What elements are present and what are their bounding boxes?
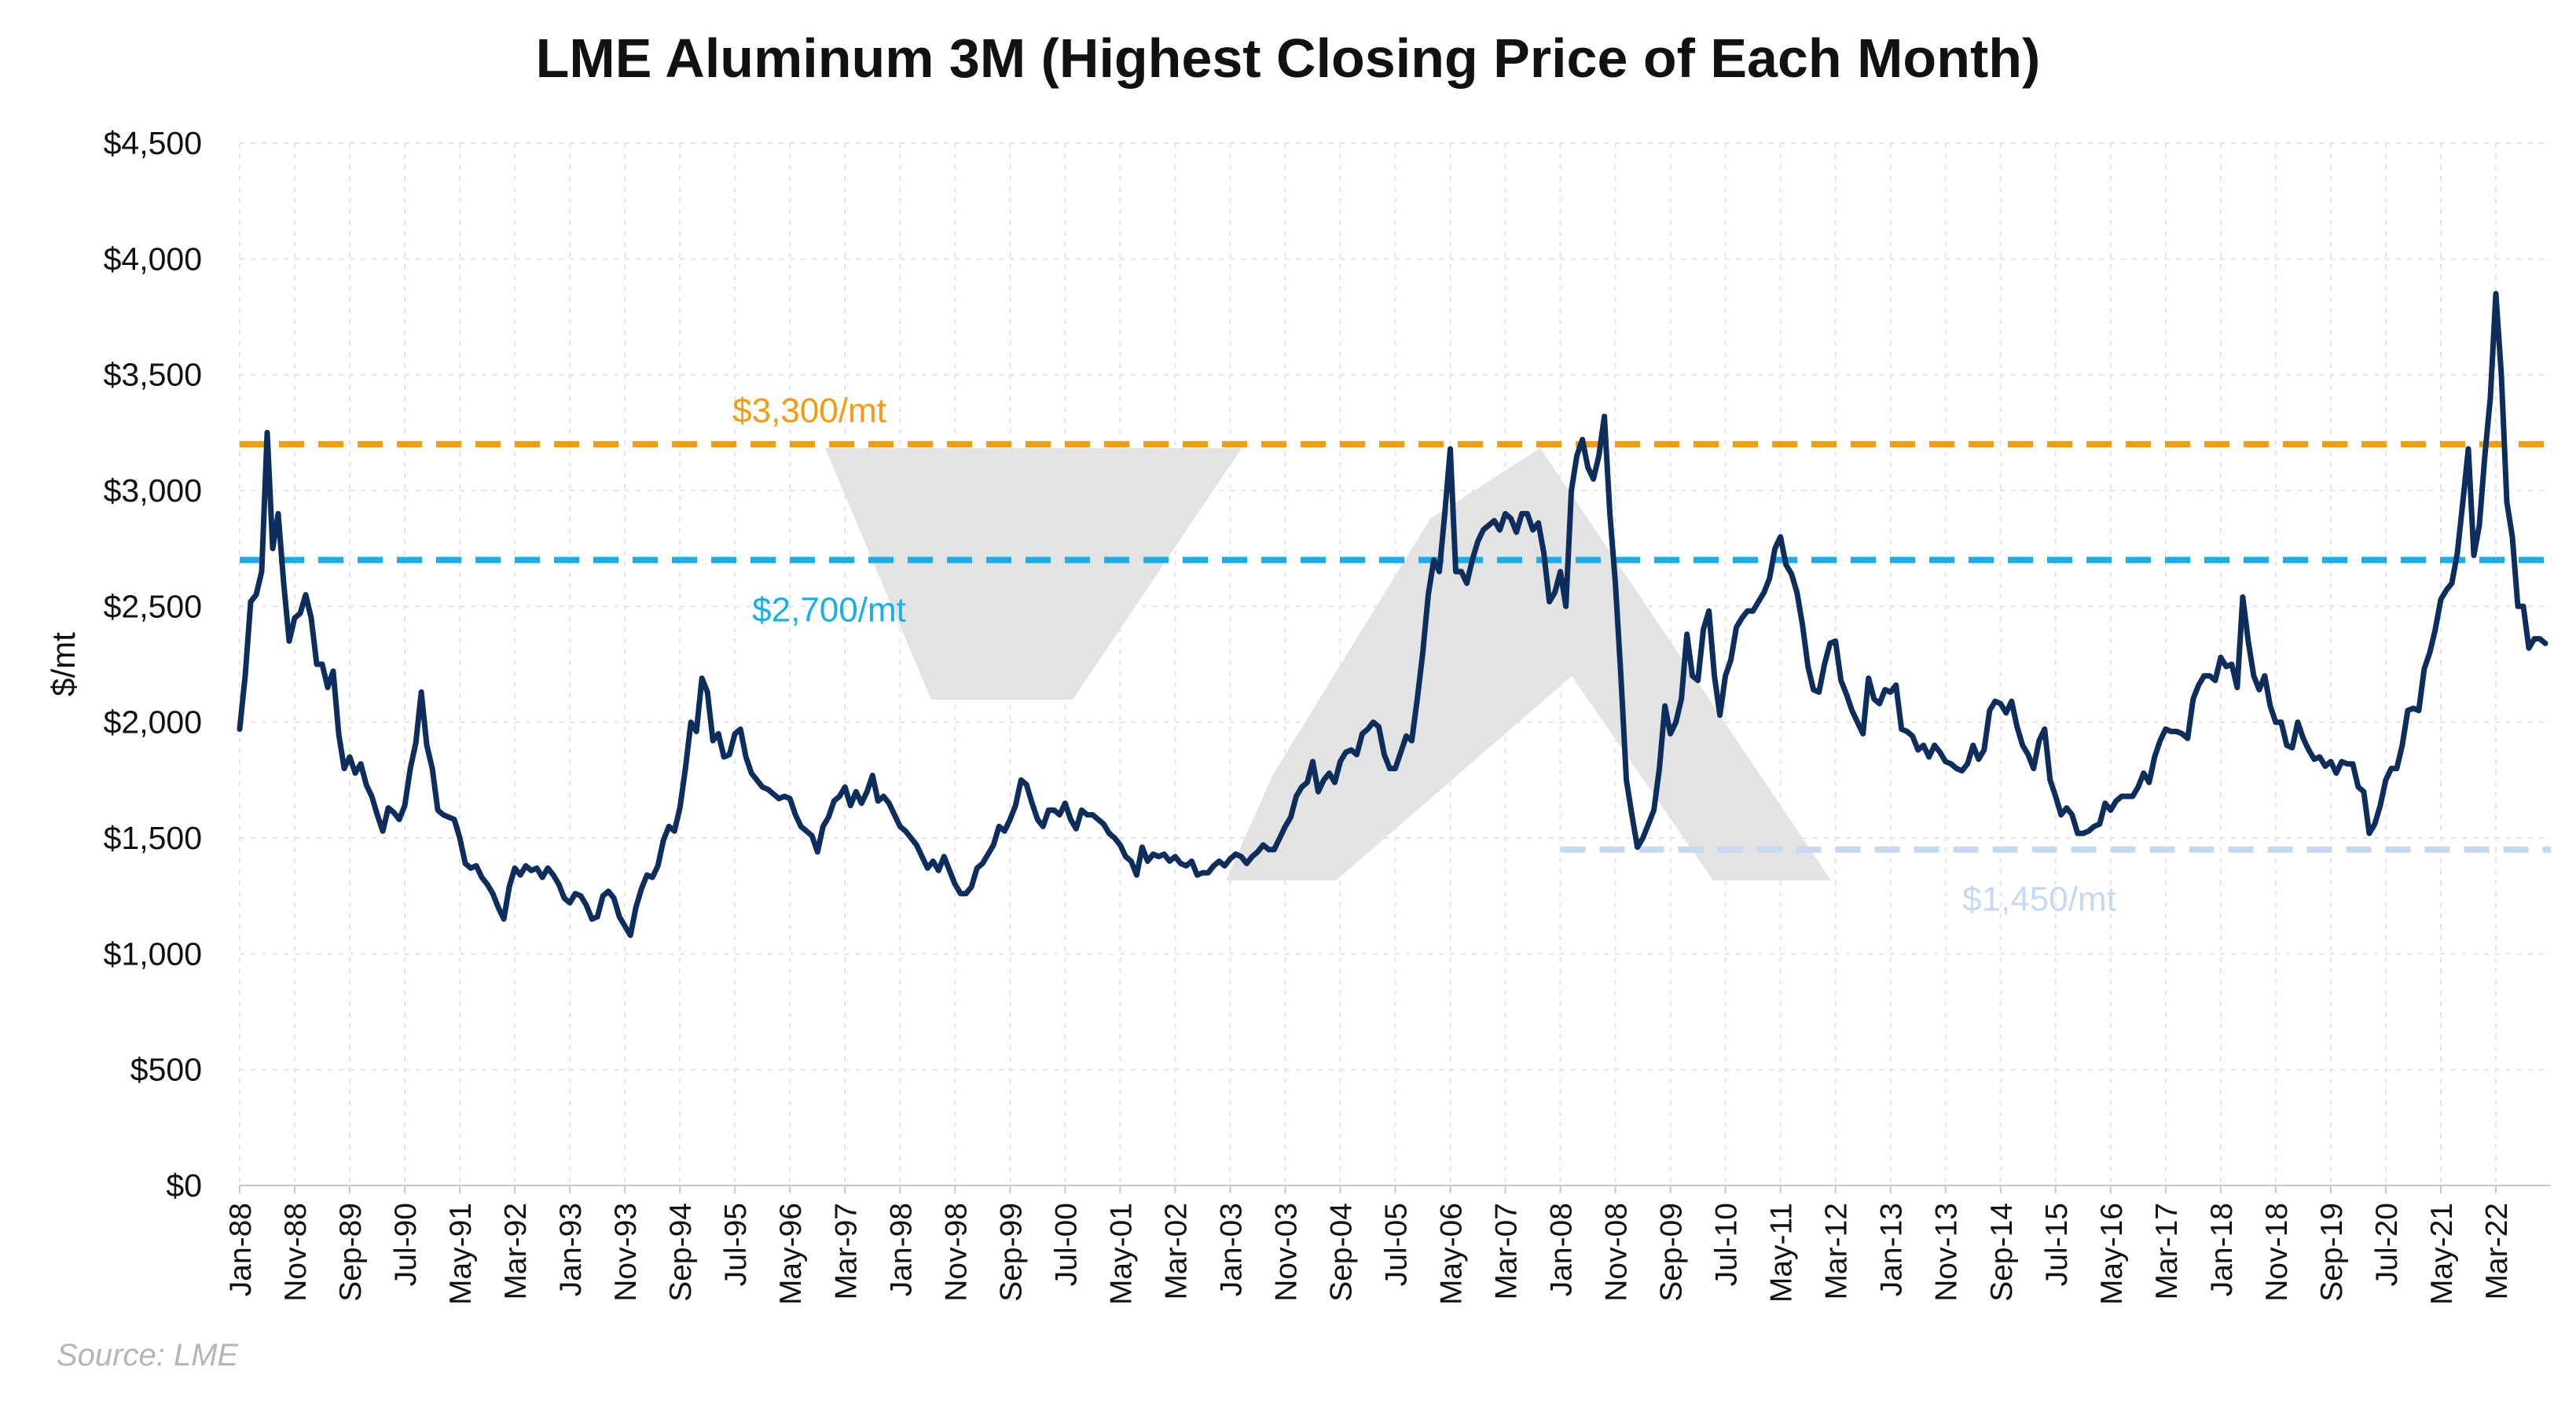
x-tick-label: Sep-19 (2315, 1203, 2349, 1302)
x-tick-label: Mar-02 (1159, 1203, 1193, 1300)
x-tick-label: Jan-98 (884, 1203, 918, 1296)
x-tick-label: Jan-08 (1545, 1203, 1579, 1296)
x-tick-label: Mar-12 (1820, 1203, 1854, 1300)
reference-line-label: $1,450/mt (1962, 880, 2116, 919)
reference-lines: $3,300/mt $2,700/mt $1,450/mt (240, 391, 2551, 919)
x-tick-label: Jul-95 (719, 1203, 753, 1286)
x-tick-label: Mar-22 (2480, 1203, 2514, 1300)
x-tick-label: Nov-13 (1930, 1203, 1964, 1302)
x-tick-label: May-21 (2425, 1203, 2459, 1305)
x-tick-label: Jul-15 (2040, 1203, 2074, 1286)
x-tick-label: Jan-93 (554, 1203, 588, 1296)
x-tick-label: Jan-03 (1214, 1203, 1248, 1296)
x-tick-label: Mar-97 (829, 1203, 863, 1300)
logo-watermark (825, 448, 1831, 880)
x-tick-label: May-96 (774, 1203, 808, 1305)
y-tick-label: $2,000 (104, 704, 202, 741)
y-tick-label: $0 (166, 1167, 202, 1204)
reference-line-label: $2,700/mt (752, 590, 906, 629)
axes: $0 $500 $1,000 $1,500 $2,000 $2,500 $3,000 $3,5… (45, 125, 2551, 1305)
x-tick-label: Jul-90 (389, 1203, 423, 1286)
x-tick-label: Nov-98 (939, 1203, 973, 1302)
price-series-line (237, 291, 2548, 939)
y-tick-label: $4,500 (104, 125, 202, 161)
series-layer (237, 291, 2548, 939)
x-tick-label: Nov-88 (279, 1203, 313, 1302)
y-tick-label: $2,500 (104, 588, 202, 624)
watermark-shape (1226, 448, 1831, 880)
x-tick-label: Jan-18 (2205, 1203, 2239, 1296)
x-tick-label: Sep-09 (1655, 1203, 1689, 1302)
x-tick-label: Jul-10 (1710, 1203, 1744, 1286)
x-tick-label: May-01 (1104, 1203, 1138, 1305)
x-tick-label: Nov-93 (609, 1203, 643, 1302)
x-tick-label: May-06 (1435, 1203, 1469, 1305)
reference-line-label: $3,300/mt (732, 391, 886, 430)
gridlines (239, 142, 2551, 1186)
x-tick-label: Mar-07 (1490, 1203, 1524, 1300)
y-tick-label: $500 (130, 1052, 202, 1088)
x-tick-label: Nov-03 (1269, 1203, 1303, 1302)
y-tick-label: $3,000 (104, 472, 202, 509)
x-tick-label: Jul-00 (1049, 1203, 1083, 1286)
x-tick-label: May-91 (444, 1203, 478, 1305)
x-tick-label: May-11 (1765, 1203, 1799, 1303)
x-tick-label: Mar-92 (499, 1203, 533, 1300)
y-tick-label: $1,000 (104, 935, 202, 972)
x-tick-label: Sep-14 (1985, 1203, 2019, 1302)
x-tick-label: Jul-05 (1380, 1203, 1414, 1286)
x-tick-label: Sep-89 (334, 1203, 368, 1302)
chart-title: LME Aluminum 3M (Highest Closing Price o… (535, 28, 2041, 89)
x-tick-label: Sep-04 (1324, 1203, 1358, 1302)
x-tick-label: Sep-99 (994, 1203, 1028, 1302)
x-tick-label: Jan-88 (224, 1203, 258, 1296)
x-tick-label: Jul-20 (2370, 1203, 2404, 1286)
y-tick-label: $1,500 (104, 820, 202, 856)
x-tick-label: Sep-94 (664, 1203, 698, 1302)
watermark-shape (825, 448, 1242, 700)
source-note: Source: LME (57, 1338, 239, 1373)
x-tick-label: Jan-13 (1875, 1203, 1909, 1296)
x-tick-label: Nov-08 (1600, 1203, 1634, 1302)
x-tick-label: Mar-17 (2150, 1203, 2184, 1300)
y-tick-label: $4,000 (104, 241, 202, 277)
y-tick-label: $3,500 (104, 357, 202, 393)
x-tick-label: Nov-18 (2260, 1203, 2294, 1302)
x-tick-label: May-16 (2095, 1203, 2129, 1305)
y-axis-label: $/mt (45, 632, 82, 696)
